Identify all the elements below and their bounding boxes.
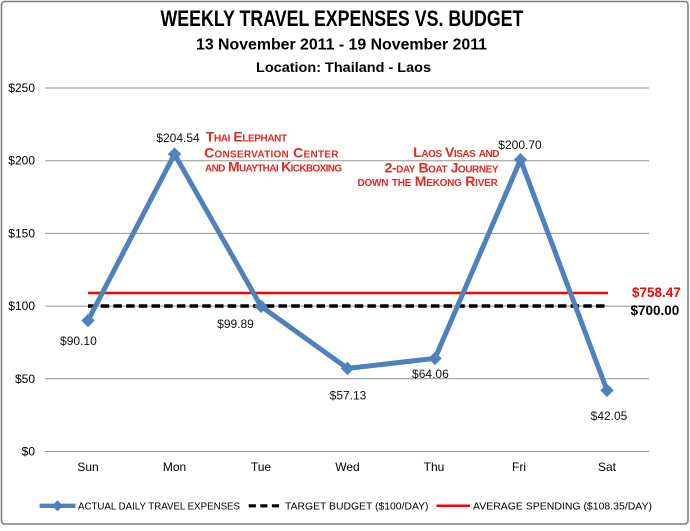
svg-text:Laos Visas and: Laos Visas and <box>413 144 499 160</box>
svg-text:Sun: Sun <box>77 460 98 474</box>
svg-text:Tue: Tue <box>251 460 272 474</box>
svg-text:ACTUAL DAILY TRAVEL EXPENSES: ACTUAL DAILY TRAVEL EXPENSES <box>78 502 240 513</box>
svg-text:$250: $250 <box>8 81 35 95</box>
svg-text:Wed: Wed <box>335 460 359 474</box>
svg-text:Location: Thailand - Laos: Location: Thailand - Laos <box>256 59 431 75</box>
svg-text:$204.54: $204.54 <box>156 131 200 145</box>
svg-text:$64.06: $64.06 <box>412 367 449 381</box>
svg-text:Sat: Sat <box>598 460 617 474</box>
svg-text:$90.10: $90.10 <box>60 334 97 348</box>
svg-text:AVERAGE SPENDING ($108.35/DAY): AVERAGE SPENDING ($108.35/DAY) <box>473 502 652 513</box>
svg-text:$758.47: $758.47 <box>632 285 681 300</box>
svg-text:$57.13: $57.13 <box>330 389 367 403</box>
svg-text:$0: $0 <box>22 445 36 459</box>
svg-text:Thai Elephant: Thai Elephant <box>206 129 287 145</box>
svg-text:13 November 2011 - 19 November: 13 November 2011 - 19 November 2011 <box>196 37 487 54</box>
svg-text:$99.89: $99.89 <box>217 317 254 331</box>
svg-text:$50: $50 <box>15 372 35 386</box>
svg-text:$200.70: $200.70 <box>498 138 542 152</box>
svg-text:WEEKLY TRAVEL EXPENSES VS. BUD: WEEKLY TRAVEL EXPENSES VS. BUDGET <box>161 6 524 31</box>
svg-text:$42.05: $42.05 <box>591 409 628 423</box>
svg-text:Conservation Center: Conservation Center <box>204 144 339 160</box>
svg-text:Fri: Fri <box>512 460 526 474</box>
svg-text:TARGET BUDGET ($100/DAY): TARGET BUDGET ($100/DAY) <box>285 502 429 513</box>
svg-text:2-day Boat Journey: 2-day Boat Journey <box>385 159 499 175</box>
svg-text:Thu: Thu <box>424 460 445 474</box>
svg-text:$150: $150 <box>8 226 35 240</box>
svg-text:$700.00: $700.00 <box>631 303 680 318</box>
svg-text:down the Mekong River: down the Mekong River <box>358 173 499 189</box>
svg-text:$200: $200 <box>8 154 35 168</box>
svg-text:and Muaythai Kickboxing: and Muaythai Kickboxing <box>205 159 342 175</box>
svg-text:Mon: Mon <box>163 460 186 474</box>
svg-text:$100: $100 <box>8 299 35 313</box>
